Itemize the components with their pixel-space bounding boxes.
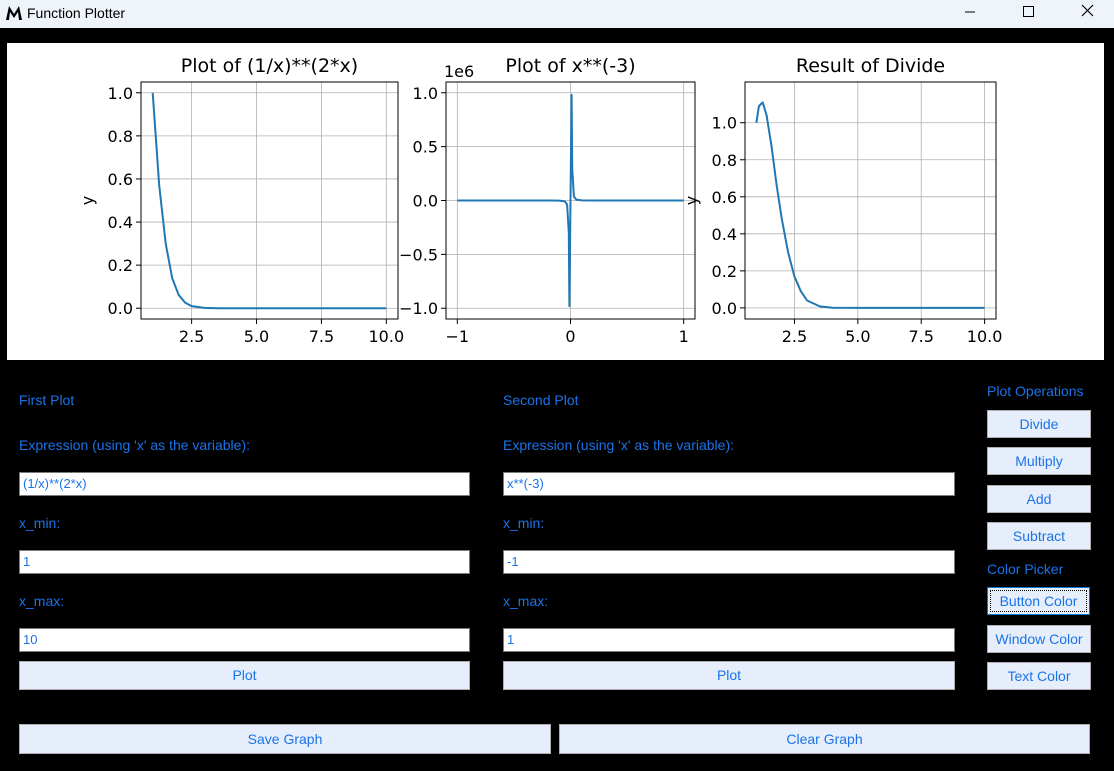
chart1-x-tick-label: 10.0	[369, 327, 405, 346]
first-plot-heading: First Plot	[19, 392, 75, 408]
second-expression-label: Expression (using 'x' as the variable):	[503, 437, 735, 453]
window-color-button[interactable]: Window Color	[987, 625, 1091, 653]
second-expression-input[interactable]: x**(-3)	[503, 472, 955, 496]
first-xmax-label: x_max:	[19, 593, 65, 609]
text-color-button[interactable]: Text Color	[987, 662, 1091, 690]
button-color-button[interactable]: Button Color	[987, 587, 1090, 615]
save-graph-button[interactable]: Save Graph	[19, 724, 551, 754]
chart1-x-tick-label: 2.5	[179, 327, 204, 346]
chart2-y-tick-label: −1.0	[399, 299, 438, 318]
chart3-x-tick-label: 10.0	[967, 327, 1003, 346]
chart1-title: Plot of (1/x)**(2*x)	[181, 55, 358, 77]
first-expression-input[interactable]: (1/x)**(2*x)	[19, 472, 470, 496]
chart3-y-tick-label: 1.0	[712, 114, 737, 133]
maximize-button[interactable]	[1005, 0, 1051, 28]
chart3-y-tick-label: 0.6	[712, 188, 737, 207]
chart3-x-tick-label: 2.5	[782, 327, 807, 346]
minimize-icon	[965, 11, 975, 13]
chart2-x-tick-label: −1	[446, 327, 470, 346]
chart2-y-tick-label: 1.0	[413, 84, 438, 103]
chart3-y-tick-label: 0.8	[712, 151, 737, 170]
second-xmin-input[interactable]: -1	[503, 550, 955, 574]
second-plot-heading: Second Plot	[503, 392, 579, 408]
color-picker-heading: Color Picker	[987, 561, 1064, 577]
chart3-axes-frame	[744, 81, 997, 320]
second-xmax-label: x_max:	[503, 593, 549, 609]
window-title: Function Plotter	[27, 5, 126, 21]
chart1-y-tick-label: 0.6	[108, 170, 133, 189]
plot-operations-heading: Plot Operations	[987, 383, 1084, 399]
first-xmin-input[interactable]: 1	[19, 550, 470, 574]
chart2-y-tick-label: −0.5	[399, 245, 438, 264]
chart3-title: Result of Divide	[796, 55, 945, 77]
subtract-button[interactable]: Subtract	[987, 522, 1091, 550]
chart3-x-tick-label: 7.5	[908, 327, 933, 346]
chart3-y-tick-label: 0.0	[712, 299, 737, 318]
chart3-y-tick-label: 0.4	[712, 225, 737, 244]
chart1-y-tick-label: 0.0	[108, 299, 133, 318]
chart1-y-tick-label: 1.0	[108, 84, 133, 103]
multiply-button[interactable]: Multiply	[987, 447, 1091, 475]
first-expression-label: Expression (using 'x' as the variable):	[19, 437, 251, 453]
chart1-y-tick-label: 0.4	[108, 213, 133, 232]
chart1-y-tick-label: 0.2	[108, 256, 133, 275]
chart2-offset-text: 1e6	[444, 62, 474, 81]
minimize-button[interactable]	[947, 0, 993, 28]
chart2-y-tick-label: 0.0	[413, 192, 438, 211]
chart1-series-line	[151, 92, 387, 310]
chart2-title: Plot of x**(-3)	[505, 55, 635, 77]
second-plot-button[interactable]: Plot	[503, 661, 955, 690]
chart2-x-tick-label: 0	[565, 327, 575, 346]
chart2-y-tick-label: 0.5	[413, 138, 438, 157]
chart1-y-axis-label: y	[78, 196, 97, 205]
second-xmax-input[interactable]: 1	[503, 628, 955, 652]
chart1-x-tick-label: 7.5	[309, 327, 334, 346]
title-bar: Function Plotter	[0, 0, 1114, 28]
first-plot-button[interactable]: Plot	[19, 661, 470, 690]
add-button[interactable]: Add	[987, 485, 1091, 513]
divide-button[interactable]: Divide	[987, 410, 1091, 438]
first-xmax-input[interactable]: 10	[19, 628, 470, 652]
chart1-y-tick-label: 0.8	[108, 127, 133, 146]
chart1-x-tick-label: 5.0	[244, 327, 269, 346]
chart1-axes-frame	[140, 81, 399, 320]
second-xmin-label: x_min:	[503, 515, 545, 531]
plot-canvas: 2.5 5.0 7.5 10.0 0.0 0.2 0.4 0.6 0.8 1.0 Plot of (…	[7, 43, 1104, 360]
close-button[interactable]	[1064, 0, 1110, 28]
chart2-x-tick-label: 1	[679, 327, 689, 346]
chart2-series-line	[457, 93, 684, 308]
clear-graph-button[interactable]: Clear Graph	[559, 724, 1090, 754]
maximize-icon	[1023, 6, 1034, 17]
first-xmin-label: x_min:	[19, 515, 61, 531]
chart3-x-tick-label: 5.0	[845, 327, 870, 346]
chart3-y-axis-label: y	[682, 196, 701, 205]
chart3-y-tick-label: 0.2	[712, 262, 737, 281]
app-logo-icon	[6, 6, 22, 20]
close-icon	[1081, 4, 1094, 17]
chart3-series-line	[755, 101, 985, 309]
